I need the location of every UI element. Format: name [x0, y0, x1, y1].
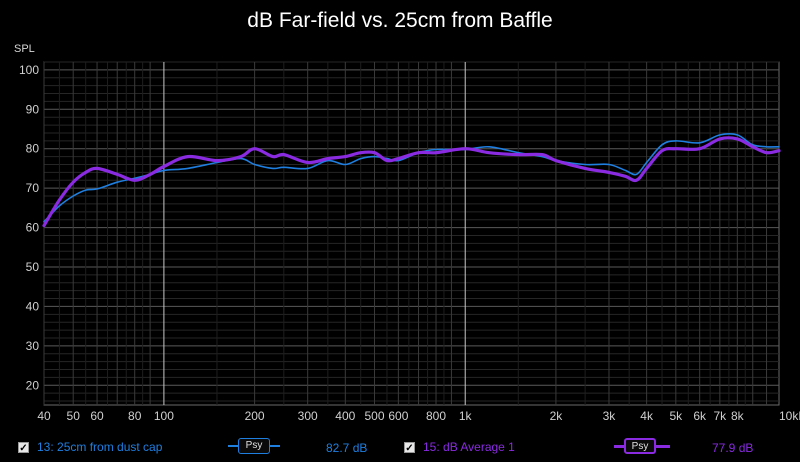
y-tick-label: 80: [26, 142, 40, 156]
y-tick-label: 40: [26, 299, 40, 313]
x-tick-label: 600: [388, 409, 408, 423]
chart-title: dB Far-field vs. 25cm from Baffle: [247, 9, 553, 32]
x-tick-label: 2k: [550, 409, 564, 423]
x-tick-label: 3k: [603, 409, 617, 423]
x-tick-label: 500: [364, 409, 384, 423]
legend-value-13: 82.7 dB: [326, 441, 368, 455]
series-line-db-average-1: [42, 136, 781, 228]
x-tick-label: 4k: [640, 409, 654, 423]
x-tick-label: 80: [128, 409, 142, 423]
y-tick-label: 50: [26, 260, 40, 274]
series-lines: [42, 133, 781, 228]
x-tick-label: 40: [37, 409, 51, 423]
y-tick-label: 90: [26, 102, 40, 116]
y-tick-label: 30: [26, 339, 40, 353]
legend-item-13[interactable]: ✓ 13: 25cm from dust cap: [18, 440, 162, 454]
y-tick-label: 20: [26, 378, 40, 392]
legend-checkbox-13[interactable]: ✓: [18, 441, 29, 454]
legend-label-15: 15: dB Average 1: [423, 440, 515, 454]
legend-checkbox-15[interactable]: ✓: [404, 441, 415, 454]
x-tick-label: 300: [298, 409, 318, 423]
frequency-response-plot[interactable]: 20 30 40 50 60 70 80 90 100 40 50 60 80 100 200 300 400…: [0, 0, 800, 434]
legend: ✓ 13: 25cm from dust cap Psy 82.7 dB ✓ 1…: [0, 434, 800, 462]
y-tick-label: 60: [26, 221, 40, 235]
x-tick-label: 7k: [714, 409, 728, 423]
x-tick-label: 60: [90, 409, 104, 423]
x-tick-labels: 40 50 60 80 100 200 300 400 500 600 800 1k 2k 3k 4k 5k 6…: [37, 409, 800, 423]
psy-button-15[interactable]: Psy: [624, 438, 656, 454]
x-tick-label: 400: [335, 409, 355, 423]
plot-area: [43, 61, 780, 406]
grid-lines: [43, 61, 780, 406]
x-tick-label: 5k: [669, 409, 683, 423]
legend-label-13: 13: 25cm from dust cap: [37, 440, 163, 454]
y-tick-label: 100: [19, 63, 39, 77]
x-tick-label: 200: [245, 409, 265, 423]
legend-item-15[interactable]: ✓ 15: dB Average 1: [404, 440, 515, 454]
x-tick-label: 6k: [693, 409, 707, 423]
legend-value-15: 77.9 dB: [712, 441, 754, 455]
y-tick-label: 70: [26, 181, 40, 195]
x-tick-label: 1k: [459, 409, 473, 423]
x-tick-label: 10kHz: [779, 409, 800, 423]
x-tick-label: 800: [426, 409, 446, 423]
y-tick-labels: 20 30 40 50 60 70 80 90 100: [19, 63, 39, 392]
psy-button-13[interactable]: Psy: [238, 438, 270, 454]
x-tick-label: 100: [154, 409, 174, 423]
x-tick-label: 50: [67, 409, 81, 423]
x-tick-label: 8k: [731, 409, 745, 423]
y-axis-label: SPL: [14, 43, 35, 55]
